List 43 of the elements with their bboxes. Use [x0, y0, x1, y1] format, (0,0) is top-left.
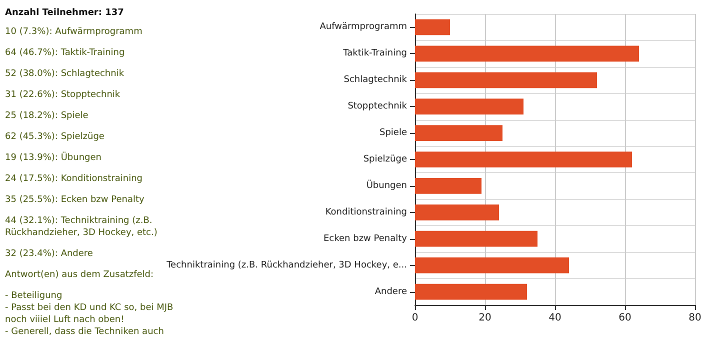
text: 35 (25.5%): Ecken bzw Penalty: [5, 194, 146, 206]
text: Anzahl Teilnehmer: 137: [5, 8, 125, 18]
y-tick-label: Andere: [374, 286, 408, 297]
bar: [415, 204, 499, 220]
y-tick-label: Übungen: [366, 178, 407, 191]
text: 19 (13.9%): Übungen: [5, 152, 102, 164]
text: 64 (46.7%): Taktik-Training: [5, 47, 126, 59]
x-tick-label: 40: [548, 312, 562, 324]
text: - Beteiligung: [5, 290, 64, 302]
bar: [415, 98, 524, 115]
x-tick-label: 60: [618, 312, 632, 324]
y-tick-label: Techniktraining (z.B. Rückhandzieher, 3D Hockey, e...: [166, 260, 407, 270]
x-tick-label: 20: [478, 312, 492, 324]
text: 52 (38.0%): Schlagtechnik: [5, 68, 126, 80]
text: 10 (7.3%): Aufwärmprogramm: [5, 26, 144, 38]
bar: [415, 257, 569, 274]
y-tick-label: Aufwärmprogramm: [320, 22, 407, 32]
bar: [415, 230, 538, 247]
bar: [415, 125, 502, 141]
text: 25 (18.2%): Spiele: [5, 110, 90, 122]
text: 31 (22.6%): Stopptechnik: [5, 89, 122, 101]
bar: [415, 19, 450, 36]
text: 32 (23.4%): Andere: [5, 248, 94, 260]
x-tick-label: 0: [412, 312, 418, 324]
text: 24 (17.5%): Konditionstraining: [5, 173, 144, 185]
y-tick-label: Schlagtechnik: [344, 75, 408, 86]
bar: [415, 178, 482, 194]
y-tick-label: Konditionstraining: [325, 207, 407, 218]
text: - Generell, dass die Techniken auch: [5, 326, 165, 338]
y-tick-label: Stopptechnik: [348, 102, 408, 112]
bar: [415, 46, 639, 62]
bar: [415, 284, 527, 300]
bar: [415, 152, 632, 168]
x-tick-label: 80: [688, 312, 702, 324]
text: Antwort(en) aus dem Zusatzfeld:: [5, 269, 155, 281]
bar: [415, 72, 597, 88]
y-tick-label: Ecken bzw Penalty: [323, 234, 408, 244]
text: - Passt bei den KD und KC so, bei MJB noch viiiel Luft nach oben!: [5, 302, 174, 326]
y-tick-label: Spiele: [379, 128, 408, 138]
text: 62 (45.3%): Spielzüge: [5, 131, 106, 143]
text: 44 (32.1%): Techniktraining (z.B. Rückhandzieher, 3D Hockey, etc.): [5, 215, 158, 239]
y-tick-label: Spielzüge: [363, 154, 408, 164]
y-tick-label: Taktik-Training: [342, 48, 407, 59]
